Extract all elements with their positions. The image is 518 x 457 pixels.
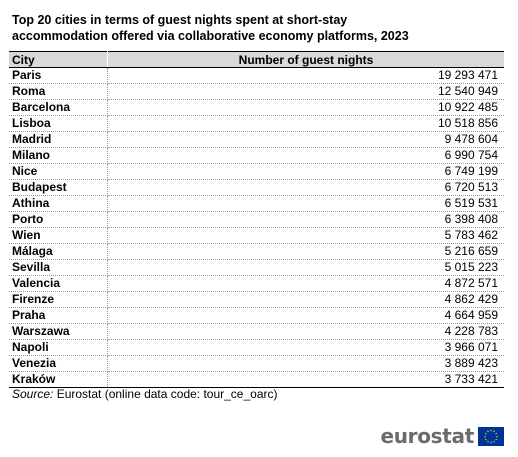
guest-nights-cell: 5 015 223	[107, 259, 504, 276]
eu-star-icon	[484, 437, 487, 440]
city-cell: Porto	[9, 211, 108, 228]
eu-star-icon	[492, 429, 496, 432]
column-header-city: City	[9, 51, 108, 68]
guest-nights-cell: 12 540 949	[107, 83, 504, 100]
table-row: Nice 6 749 199	[9, 163, 504, 180]
city-cell: Roma	[9, 83, 108, 100]
table-row: Sevilla 5 015 223	[9, 259, 504, 276]
guest-nights-table: City Number of guest nights Paris 19 293 …	[9, 51, 504, 388]
title-line-1: Top 20 cities in terms of guest nights s…	[12, 13, 348, 27]
guest-nights-cell: 19 293 471	[107, 67, 504, 84]
title-line-2: accommodation offered via collaborative …	[12, 29, 409, 43]
guest-nights-cell: 5 783 462	[107, 227, 504, 244]
table-row: Málaga 5 216 659	[9, 243, 504, 260]
source-label: Source:	[12, 387, 54, 401]
city-cell: Madrid	[9, 131, 108, 148]
table-row: Barcelona 10 922 485	[9, 99, 504, 116]
eu-flag-icon	[478, 426, 504, 446]
guest-nights-cell: 5 216 659	[107, 243, 504, 260]
eu-star-icon	[495, 437, 498, 440]
table-row: Paris 19 293 471	[9, 67, 504, 84]
table-row: Roma 12 540 949	[9, 83, 504, 100]
table-body: Paris 19 293 471 Roma 12 540 949 Barcelona…	[9, 67, 504, 388]
city-cell: Paris	[9, 67, 108, 84]
table-row: Warszawa 4 228 783	[9, 323, 504, 340]
city-cell: Kraków	[9, 371, 108, 388]
table-row: Kraków 3 733 421	[9, 371, 504, 388]
guest-nights-cell: 10 922 485	[107, 99, 504, 116]
source-note: Source: Eurostat (online data code: tour…	[12, 387, 278, 402]
guest-nights-cell: 6 720 513	[107, 179, 504, 196]
page-title: Top 20 cities in terms of guest nights s…	[12, 12, 502, 44]
guest-nights-cell: 4 872 571	[107, 275, 504, 292]
table-header-row: City Number of guest nights	[9, 51, 504, 68]
guest-nights-cell: 4 664 959	[107, 307, 504, 324]
guest-nights-cell: 3 889 423	[107, 355, 504, 372]
column-header-guest-nights: Number of guest nights	[107, 51, 504, 68]
eu-star-icon	[495, 431, 498, 434]
guest-nights-cell: 9 478 604	[107, 131, 504, 148]
eu-star-icon	[489, 440, 493, 443]
eu-star-icon	[489, 428, 493, 431]
table-row: Praha 4 664 959	[9, 307, 504, 324]
eu-star-icon	[483, 434, 487, 437]
guest-nights-cell: 6 749 199	[107, 163, 504, 180]
eu-star-icon	[484, 431, 487, 434]
guest-nights-cell: 3 966 071	[107, 339, 504, 356]
table-row: Wien 5 783 462	[9, 227, 504, 244]
city-cell: Lisboa	[9, 115, 108, 132]
eu-star-icon	[486, 429, 490, 432]
guest-nights-cell: 6 398 408	[107, 211, 504, 228]
city-cell: Praha	[9, 307, 108, 324]
city-cell: Nice	[9, 163, 108, 180]
guest-nights-cell: 4 228 783	[107, 323, 504, 340]
city-cell: Sevilla	[9, 259, 108, 276]
table-row: Lisboa 10 518 856	[9, 115, 504, 132]
city-cell: Valencia	[9, 275, 108, 292]
table-row: Porto 6 398 408	[9, 211, 504, 228]
table-row: Valencia 4 872 571	[9, 275, 504, 292]
city-cell: Budapest	[9, 179, 108, 196]
city-cell: Napoli	[9, 339, 108, 356]
city-cell: Firenze	[9, 291, 108, 308]
city-cell: Venezia	[9, 355, 108, 372]
guest-nights-cell: 6 990 754	[107, 147, 504, 164]
guest-nights-cell: 3 733 421	[107, 371, 504, 388]
table-row: Milano 6 990 754	[9, 147, 504, 164]
source-text: Eurostat (online data code: tour_ce_oarc…	[53, 387, 278, 401]
table-row: Budapest 6 720 513	[9, 179, 504, 196]
city-cell: Wien	[9, 227, 108, 244]
guest-nights-cell: 6 519 531	[107, 195, 504, 212]
table-row: Madrid 9 478 604	[9, 131, 504, 148]
guest-nights-cell: 10 518 856	[107, 115, 504, 132]
eu-star-icon	[495, 434, 499, 437]
city-cell: Málaga	[9, 243, 108, 260]
eurostat-logo: eurostat	[380, 424, 504, 448]
city-cell: Barcelona	[9, 99, 108, 116]
table-row: Firenze 4 862 429	[9, 291, 504, 308]
city-cell: Athina	[9, 195, 108, 212]
eurostat-wordmark: eurostat	[380, 424, 474, 448]
table-row: Venezia 3 889 423	[9, 355, 504, 372]
table-row: Athina 6 519 531	[9, 195, 504, 212]
table-row: Napoli 3 966 071	[9, 339, 504, 356]
city-cell: Warszawa	[9, 323, 108, 340]
eu-star-icon	[486, 440, 490, 443]
city-cell: Milano	[9, 147, 108, 164]
guest-nights-cell: 4 862 429	[107, 291, 504, 308]
eu-star-icon	[492, 440, 496, 443]
